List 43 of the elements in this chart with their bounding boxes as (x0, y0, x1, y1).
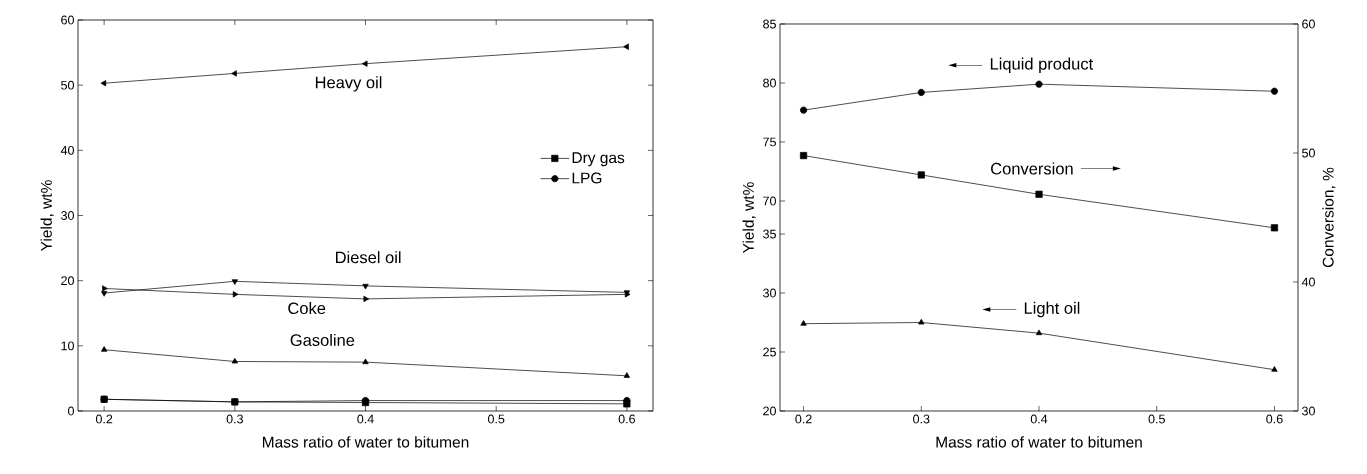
x-tick-label: 0.5 (1148, 414, 1165, 424)
x-tick-label: 0.4 (1030, 414, 1048, 424)
x-axis-title: Mass ratio of water to bitumen (936, 436, 1142, 448)
series-label: Diesel oil (336, 251, 401, 264)
legend-label: Light oil (1024, 301, 1080, 318)
x-tick-label: 0.2 (795, 414, 812, 424)
legend-label: Liquid product (990, 57, 1094, 73)
y-tick-label: 70 (763, 196, 776, 206)
y-tick-label: 35 (763, 229, 776, 239)
series-label: Gasoline (290, 333, 355, 347)
y-tick-label: 30 (61, 211, 74, 220)
y-axis-title: Yield, wt% (40, 180, 54, 252)
legend-label: LPG (572, 172, 602, 184)
y2-tick-label: 50 (1302, 148, 1315, 158)
x-tick-label: 0.4 (357, 414, 374, 424)
legend-label: Conversion (991, 162, 1073, 175)
y-tick-label: 20 (763, 406, 776, 416)
y2-tick-label: 40 (1301, 277, 1315, 287)
x-tick-label: 0.3 (226, 414, 243, 424)
y-tick-label: 0 (68, 406, 74, 416)
y-tick-label: 75 (763, 137, 776, 147)
y-tick-label: 50 (61, 80, 74, 90)
y2-axis-title: Conversion, % (1322, 167, 1336, 268)
y2-tick-label: 30 (1302, 406, 1315, 416)
legend-label: Dry gas (572, 152, 625, 167)
y2-tick-label: 60 (1302, 19, 1315, 29)
x-tick-label: 0.6 (1266, 414, 1283, 424)
y-tick-label: 80 (763, 78, 776, 88)
y-tick-label: 25 (763, 347, 776, 357)
y-tick-label: 40 (60, 145, 74, 155)
y-tick-label: 85 (763, 19, 776, 29)
series-label: Heavy oil (315, 76, 382, 92)
x-tick-label: 0.6 (618, 414, 635, 424)
y-tick-label: 30 (763, 288, 776, 298)
y-axis-title: Yield, wt% (742, 182, 756, 254)
x-axis-title: Mass ratio of water to bitumen (262, 436, 469, 448)
y-tick-label: 10 (61, 341, 74, 351)
x-tick-label: 0.3 (913, 414, 930, 424)
x-tick-label: 0.5 (487, 414, 505, 424)
y-tick-label: 60 (61, 15, 74, 25)
y-tick-label: 20 (61, 276, 74, 286)
series-label: Coke (288, 301, 326, 315)
x-tick-label: 0.2 (95, 414, 113, 424)
